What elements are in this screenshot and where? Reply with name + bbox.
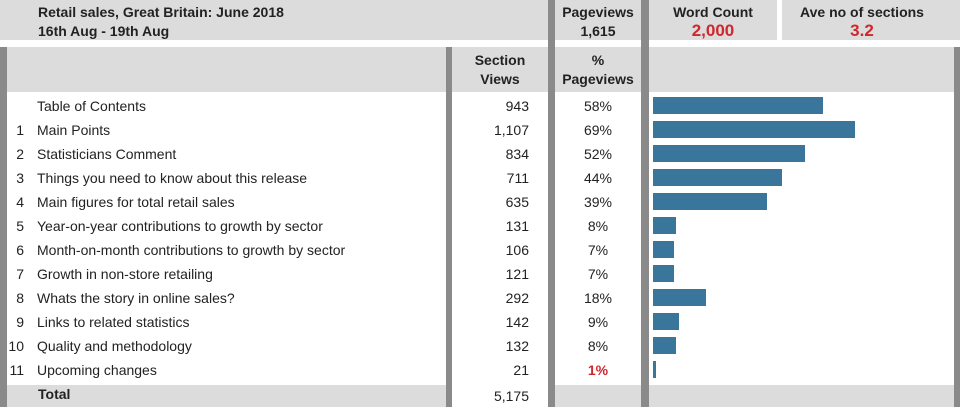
row-number: 6 (16, 242, 24, 258)
total-views: 5,175 (493, 388, 529, 404)
report-title: Retail sales, Great Britain: June 2018 (38, 4, 284, 20)
row-number: 8 (16, 290, 24, 306)
total-row-pct (555, 385, 641, 407)
divider-views (446, 47, 452, 407)
table-row: 11 Upcoming changes 21 1% (0, 358, 960, 382)
section-label: Upcoming changes (37, 362, 157, 378)
table-row: Table of Contents 943 58% (0, 94, 960, 118)
pageviews-bar (653, 193, 768, 210)
sections-box (782, 0, 960, 40)
table-row: 10 Quality and methodology 132 8% (0, 334, 960, 358)
section-views: 711 (506, 170, 529, 186)
table-row: 3 Things you need to know about this rele… (0, 166, 960, 190)
row-number: 10 (8, 338, 24, 354)
section-label: Whats the story in online sales? (37, 290, 235, 306)
table-row: 2 Statisticians Comment 834 52% (0, 142, 960, 166)
row-number: 1 (16, 122, 24, 138)
table-row: 5 Year-on-year contributions to growth by… (0, 214, 960, 238)
table-row: 4 Main figures for total retail sales 635 3… (0, 190, 960, 214)
pct-pageviews-header: % Pageviews (562, 52, 634, 87)
pageviews-bar (653, 265, 674, 282)
table-row: 6 Month-on-month contributions to growth … (0, 238, 960, 262)
table-row: 8 Whats the story in online sales? 292 18% (0, 286, 960, 310)
report-header (0, 0, 550, 40)
section-views: 1,107 (493, 122, 529, 138)
pageviews-label: Pageviews (562, 4, 634, 20)
pageviews-bar (653, 97, 823, 114)
pageviews-bar (653, 217, 677, 234)
divider-left (0, 47, 7, 407)
pageviews-bar (653, 289, 706, 306)
pageviews-bar (653, 337, 677, 354)
section-views: 131 (505, 218, 529, 234)
section-views: 21 (513, 362, 529, 378)
row-number: 7 (16, 266, 24, 282)
word-count-label: Word Count (673, 4, 753, 20)
pct-pageviews: 8% (587, 218, 609, 234)
pageviews-bar (653, 121, 856, 138)
pageviews-bar (653, 361, 656, 378)
row-number: 5 (16, 218, 24, 234)
data-table: Table of Contents 943 58% 1 Main Points 1,107… (0, 94, 960, 382)
table-row: 7 Growth in non-store retailing 121 7% (0, 262, 960, 286)
word-count-value: 2,000 (691, 21, 735, 40)
divider-pct (548, 0, 555, 407)
section-views: 943 (505, 98, 529, 114)
pct-pageviews: 7% (587, 242, 609, 258)
divider-bars (641, 0, 649, 407)
pct-pageviews: 8% (587, 338, 609, 354)
section-label: Quality and methodology (37, 338, 192, 354)
word-count-box (649, 0, 777, 40)
pct-pageviews: 52% (583, 146, 613, 162)
total-label: Total (38, 386, 71, 402)
pct-pageviews: 7% (587, 266, 609, 282)
section-label: Month-on-month contributions to growth b… (37, 242, 346, 258)
pct-pageviews: 44% (583, 170, 613, 186)
pct-pageviews: 1% (587, 362, 609, 378)
pageviews-bar (653, 241, 674, 258)
pageviews-box (555, 0, 641, 40)
pageviews-value: 1,615 (580, 23, 616, 39)
section-label: Table of Contents (37, 98, 146, 114)
pageviews-bar (653, 313, 680, 330)
section-label: Things you need to know about this relea… (37, 170, 308, 186)
table-row: 1 Main Points 1,107 69% (0, 118, 960, 142)
date-range: 16th Aug - 19th Aug (38, 23, 170, 39)
section-views: 834 (505, 146, 529, 162)
total-row (7, 385, 446, 407)
section-views: 106 (505, 242, 529, 258)
section-views-header: Section Views (474, 52, 526, 87)
column-header (0, 47, 960, 92)
row-number: 2 (16, 146, 24, 162)
pct-pageviews: 18% (583, 290, 613, 306)
section-views: 292 (505, 290, 529, 306)
total-row-bars (649, 385, 954, 407)
sections-value: 3.2 (850, 21, 874, 40)
row-number: 4 (16, 194, 24, 210)
section-label: Growth in non-store retailing (37, 266, 213, 282)
table-row: 9 Links to related statistics 142 9% (0, 310, 960, 334)
section-views: 142 (505, 314, 529, 330)
pct-pageviews: 9% (587, 314, 609, 330)
section-label: Main figures for total retail sales (37, 194, 235, 210)
pct-pageviews: 39% (583, 194, 613, 210)
section-label: Year-on-year contributions to growth by … (37, 218, 323, 234)
section-label: Main Points (37, 122, 111, 138)
pct-pageviews: 69% (583, 122, 613, 138)
row-number: 11 (9, 362, 24, 378)
section-views: 635 (505, 194, 529, 210)
pct-pageviews: 58% (583, 98, 613, 114)
section-label: Links to related statistics (37, 314, 190, 330)
section-label: Statisticians Comment (37, 146, 177, 162)
section-views: 121 (505, 266, 529, 282)
pageviews-bar (653, 169, 782, 186)
section-views: 132 (505, 338, 529, 354)
row-number: 9 (16, 314, 24, 330)
divider-right (954, 47, 960, 407)
row-number: 3 (16, 170, 24, 186)
sections-label: Ave no of sections (800, 4, 924, 20)
pageviews-bar (653, 145, 806, 162)
